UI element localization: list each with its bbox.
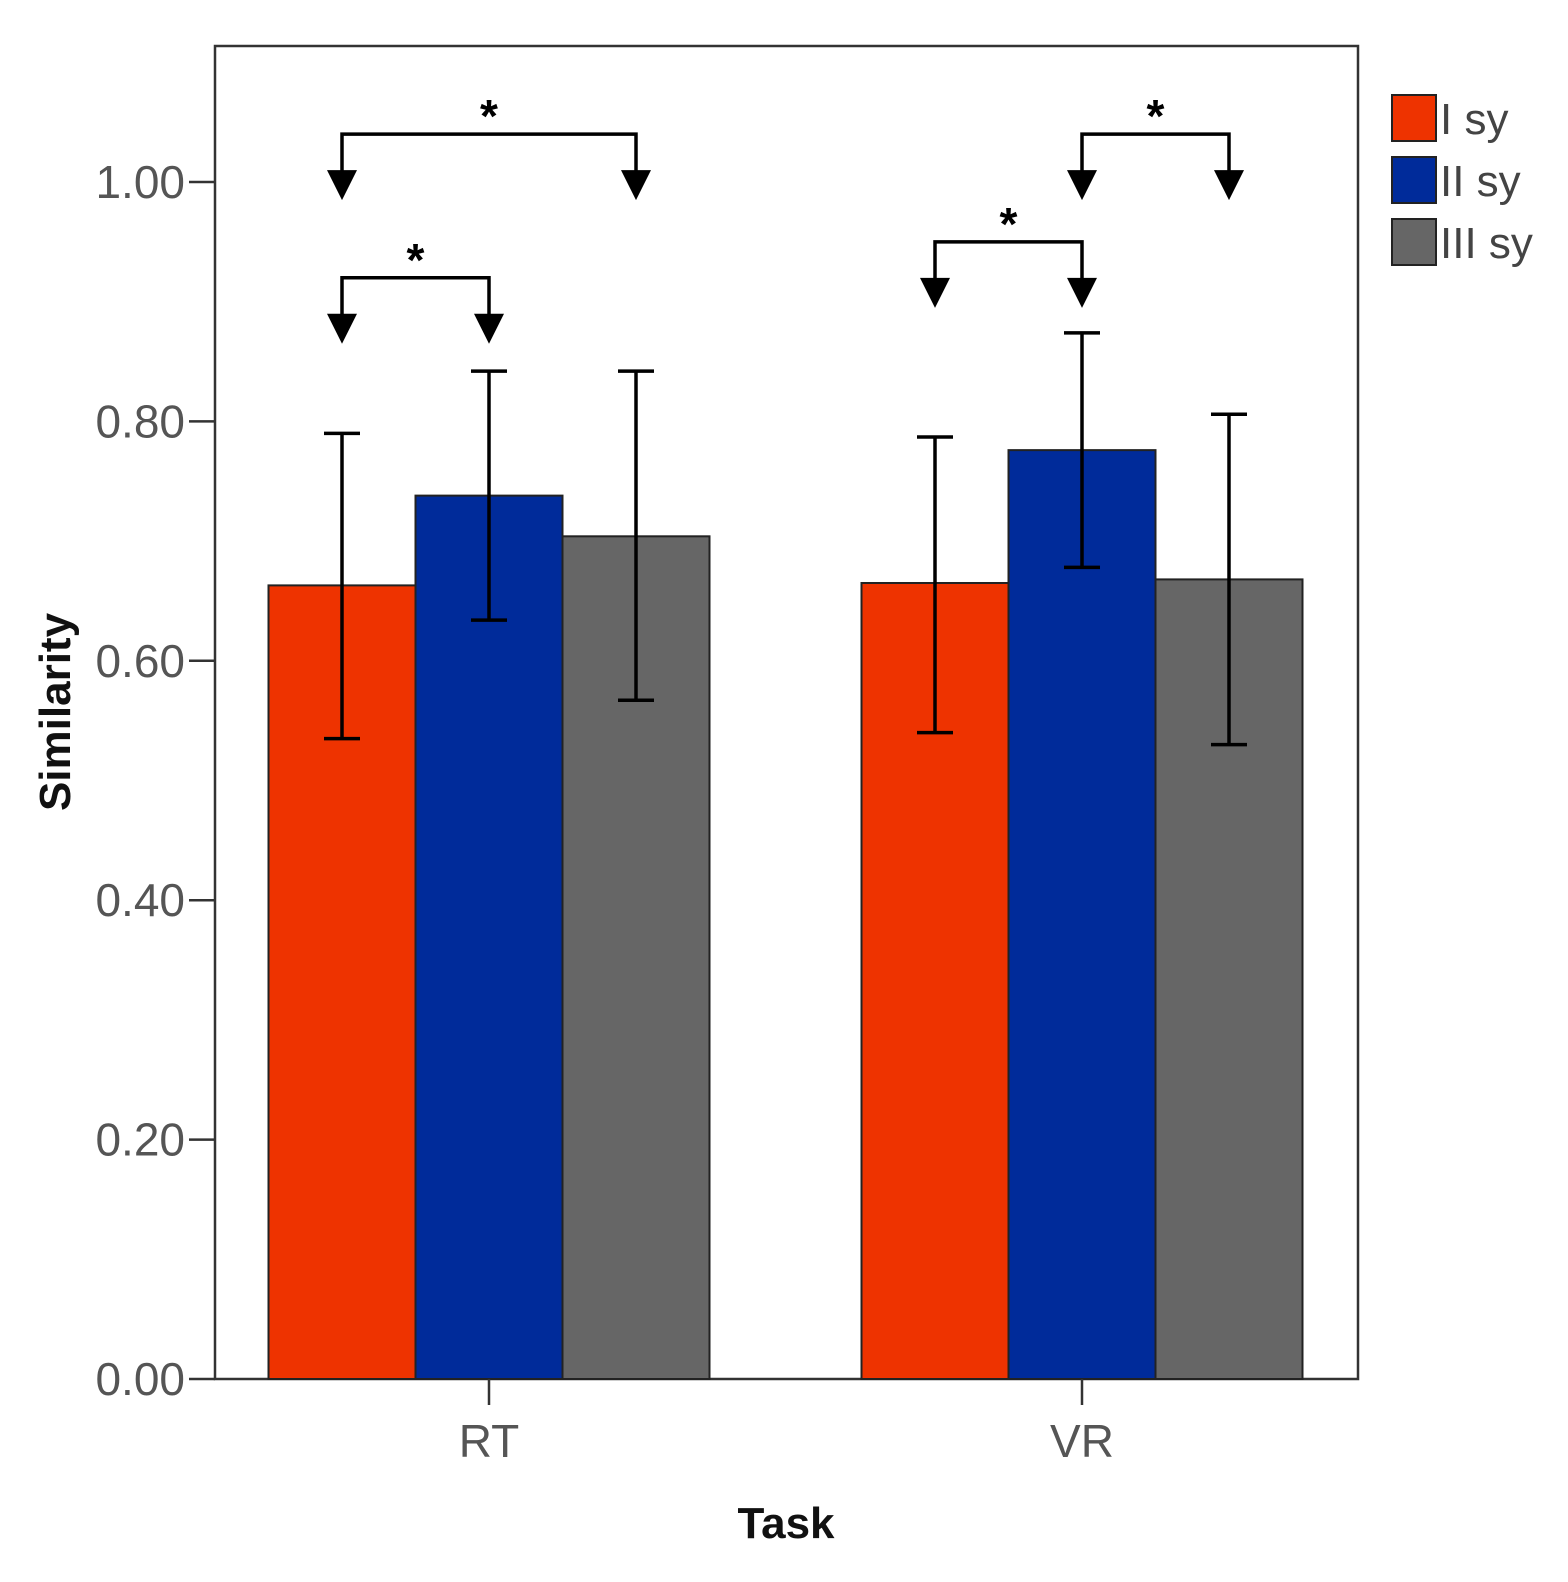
legend-swatch xyxy=(1391,156,1437,204)
y-axis-title: Similarity xyxy=(31,612,80,811)
legend-item-2: II sy xyxy=(1391,156,1521,206)
bracket-arrowhead xyxy=(1214,170,1244,201)
significance-star: * xyxy=(480,90,498,142)
legend-swatch xyxy=(1391,218,1437,266)
legend-label: I sy xyxy=(1440,95,1508,144)
significance-star: * xyxy=(1147,90,1165,142)
bracket-arrowhead xyxy=(1067,170,1097,201)
y-tick-label: 1.00 xyxy=(95,156,185,208)
bracket-arrowhead xyxy=(327,170,357,201)
bracket-line xyxy=(340,132,638,175)
bar-vr-series-2 xyxy=(1007,449,1157,1380)
x-tick-label-vr: VR xyxy=(1050,1415,1114,1467)
bracket-arrowhead xyxy=(1067,277,1097,308)
y-tick-label: 0.80 xyxy=(95,395,185,447)
x-axis-title: Task xyxy=(737,1499,835,1548)
significance-bracket-1: * xyxy=(327,90,651,201)
legend: I sy II sy III sy xyxy=(1391,94,1533,268)
significance-star: * xyxy=(407,234,425,286)
legend-item-1: I sy xyxy=(1391,94,1508,144)
bracket-arrowhead xyxy=(327,313,357,344)
y-tick-label: 0.60 xyxy=(95,635,185,687)
legend-label: II sy xyxy=(1440,157,1521,206)
legend-swatch xyxy=(1391,94,1437,142)
legend-label: III sy xyxy=(1440,219,1533,268)
x-tick-label-rt: RT xyxy=(459,1415,520,1467)
bracket-arrowhead xyxy=(621,170,651,201)
bracket-line xyxy=(340,276,491,318)
y-axis: 0.00 0.20 0.40 0.60 0.80 1.00 xyxy=(95,156,215,1405)
legend-item-3: III sy xyxy=(1391,218,1533,268)
significance-annotations: * * * * xyxy=(327,90,1244,344)
y-tick-label: 0.40 xyxy=(95,874,185,926)
bracket-arrowhead xyxy=(474,313,504,344)
bracket-line xyxy=(1080,132,1231,175)
significance-bracket-4: * xyxy=(920,198,1097,308)
bracket-line xyxy=(933,240,1084,282)
significance-star: * xyxy=(1000,198,1018,250)
y-tick-label: 0.20 xyxy=(95,1114,185,1166)
significance-bracket-2: * xyxy=(327,234,504,344)
y-tick-label: 0.00 xyxy=(95,1353,185,1405)
error-bars-group xyxy=(324,331,1247,747)
significance-bracket-3: * xyxy=(1067,90,1244,201)
bracket-arrowhead xyxy=(920,277,950,308)
bar-rt-series-2 xyxy=(414,494,564,1380)
x-axis: RT VR xyxy=(459,1379,1114,1467)
